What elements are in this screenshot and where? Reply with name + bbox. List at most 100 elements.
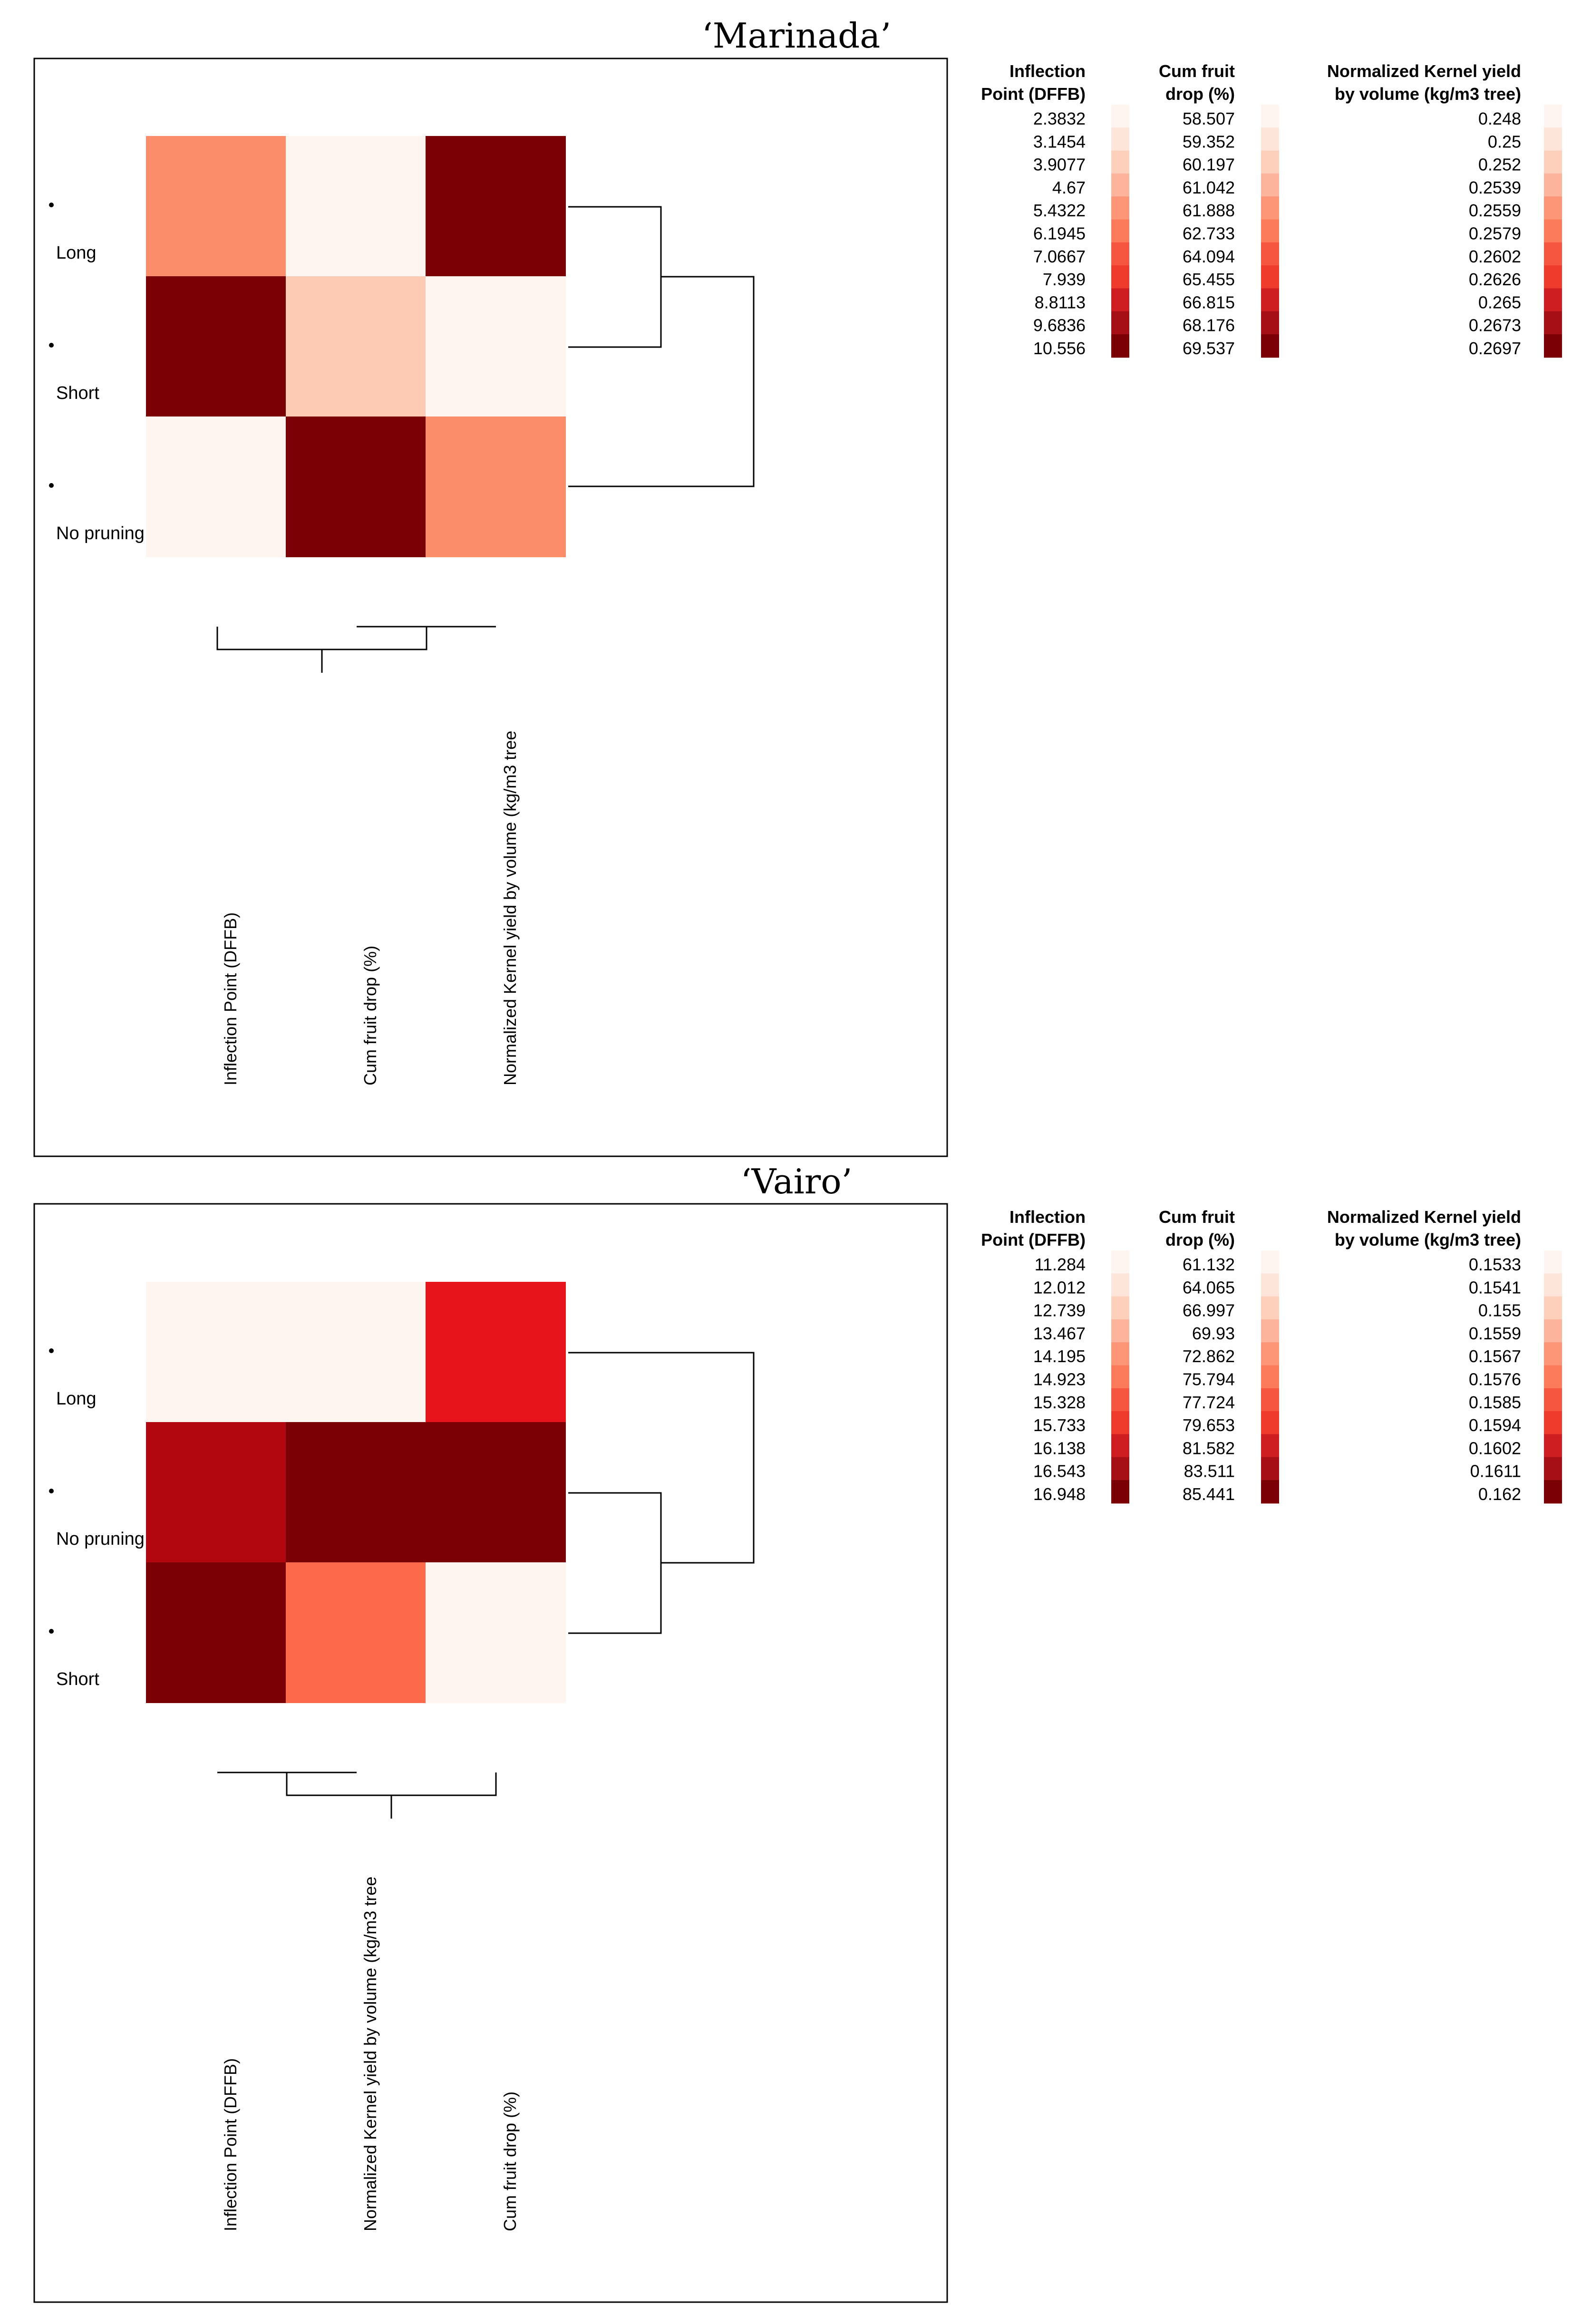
legend-swatch (1544, 219, 1562, 243)
legend-header: Point (DFFB) (981, 84, 1086, 104)
legend-value: 59.352 (1183, 132, 1235, 151)
legend-swatch (1111, 150, 1129, 174)
legend-swatch (1111, 1480, 1129, 1504)
legend-value: 68.176 (1183, 316, 1235, 335)
column-label: Inflection Point (DFFB) (221, 912, 240, 1085)
heatmap-cell (286, 1422, 426, 1563)
legend-swatch (1544, 1273, 1562, 1297)
legend-value: 8.8113 (1035, 292, 1086, 312)
heatmap-cell (426, 1422, 566, 1563)
legend-swatch (1261, 1434, 1279, 1458)
column-dendrogram (286, 1772, 497, 1796)
legend-value: 61.888 (1183, 201, 1235, 220)
legend-swatch (1111, 1411, 1129, 1435)
legend-value: 12.739 (1033, 1301, 1086, 1320)
plot-frame (33, 58, 948, 1157)
legend-swatch (1544, 288, 1562, 312)
legend-value: 12.012 (1033, 1278, 1086, 1297)
panel-marinada: ‘Marinada’ Long Short No pruning Inflection … (33, 16, 1562, 1157)
legend-swatch (1544, 1319, 1562, 1343)
legend-value: 0.1567 (1469, 1346, 1521, 1366)
row-label: No pruning (56, 523, 145, 543)
legend-swatch (1111, 196, 1129, 220)
heatmap-cell (286, 136, 426, 277)
legend-value: 79.653 (1183, 1415, 1235, 1435)
legend-swatch (1111, 242, 1129, 266)
legend-swatch (1111, 1296, 1129, 1320)
legend-swatch (1261, 196, 1279, 220)
row-dendrogram (568, 1352, 755, 1564)
row-label: Short (56, 383, 99, 403)
legend-swatch (1261, 1342, 1279, 1366)
legend-value: 3.9077 (1033, 155, 1086, 174)
column-label: Normalized Kernel yield by volume (kg/m3… (500, 731, 520, 1085)
chart-title: ‘Vairo’ (741, 1162, 853, 1201)
legend-value: 0.1541 (1469, 1278, 1521, 1297)
legend-header: by volume (kg/m3 tree) (1335, 1230, 1521, 1249)
row-bullet (49, 343, 54, 348)
legend-value: 0.2626 (1469, 270, 1521, 289)
legend-value: 64.094 (1183, 247, 1235, 266)
heatmap-cell (286, 1562, 426, 1703)
legend-swatch (1261, 1296, 1279, 1320)
legend-value: 0.2559 (1469, 201, 1521, 220)
legend-swatch (1261, 219, 1279, 243)
legend-swatch (1544, 150, 1562, 174)
legend-swatch (1544, 196, 1562, 220)
legend-value: 9.6836 (1033, 316, 1086, 335)
legend-swatch (1261, 1319, 1279, 1343)
legend-value: 0.1576 (1469, 1370, 1521, 1389)
legend-swatch (1111, 265, 1129, 289)
column-label: Cum fruit drop (%) (360, 946, 380, 1085)
heatmap-cell (146, 416, 286, 557)
legend-swatch (1261, 127, 1279, 151)
legend-value: 7.939 (1043, 270, 1086, 289)
row-bullet (49, 1489, 54, 1493)
legend-value: 0.2579 (1469, 224, 1521, 243)
legend-swatch (1261, 242, 1279, 266)
legend-swatch (1544, 1365, 1562, 1389)
legend-value: 0.1559 (1469, 1324, 1521, 1343)
legend-value: 14.195 (1033, 1346, 1086, 1366)
legend-value: 0.162 (1478, 1484, 1521, 1504)
column-label: Inflection Point (DFFB) (221, 2058, 240, 2231)
legend-value: 66.997 (1183, 1301, 1235, 1320)
legend-header: Normalized Kernel yield (1327, 1207, 1521, 1227)
legend-value: 16.138 (1033, 1438, 1086, 1458)
legend-value: 5.4322 (1033, 201, 1086, 220)
legend-value: 4.67 (1052, 178, 1086, 197)
legend-swatch (1261, 173, 1279, 197)
heatmap-cell (146, 1422, 286, 1563)
legend-swatch (1111, 288, 1129, 312)
legend-swatch (1544, 1388, 1562, 1412)
legend-value: 15.733 (1033, 1415, 1086, 1435)
legend-value: 0.1611 (1470, 1462, 1521, 1481)
row-label: Long (56, 243, 97, 263)
heatmap-cell (146, 1562, 286, 1703)
row-bullet (49, 483, 54, 488)
legend-value: 0.2673 (1469, 316, 1521, 335)
legend-header: drop (%) (1165, 84, 1235, 104)
legend-header: Inflection (1009, 61, 1086, 81)
legend-value: 0.265 (1478, 292, 1521, 312)
legend-swatch (1544, 1457, 1562, 1481)
column-label: Normalized Kernel yield by volume (kg/m3… (360, 1877, 380, 2231)
legend-value: 6.1945 (1033, 224, 1086, 243)
legend-swatch (1261, 1365, 1279, 1389)
legend-swatch (1544, 242, 1562, 266)
legend-header: Cum fruit (1159, 1207, 1235, 1227)
legend-swatch (1544, 311, 1562, 335)
legend-swatch (1544, 1296, 1562, 1320)
heatmap-cell (426, 416, 566, 557)
legend-swatch (1111, 1250, 1129, 1274)
legend-value: 72.862 (1183, 1346, 1235, 1366)
legend-value: 69.537 (1183, 339, 1235, 358)
legend-value: 13.467 (1033, 1324, 1086, 1343)
legend-swatch (1261, 265, 1279, 289)
heatmap-cell (426, 136, 566, 277)
legend-swatch (1261, 1250, 1279, 1274)
legend-swatch (1111, 173, 1129, 197)
legend-value: 15.328 (1033, 1393, 1086, 1412)
legend-value: 65.455 (1183, 270, 1235, 289)
legend-swatch (1111, 219, 1129, 243)
